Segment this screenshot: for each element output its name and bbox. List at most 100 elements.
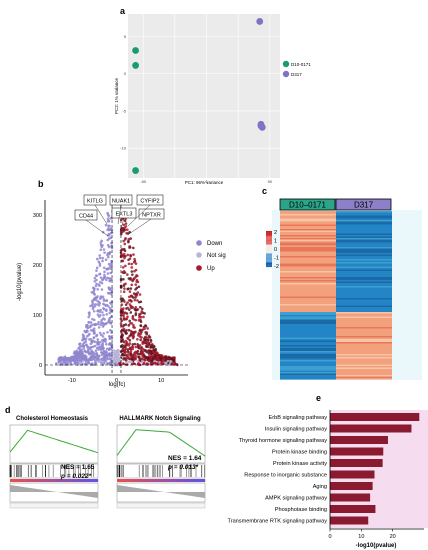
volcano-point (92, 345, 95, 348)
heatmap-cell-row (280, 357, 336, 359)
heatmap-cell-row (336, 254, 392, 257)
volcano-point (84, 363, 87, 366)
volcano-point (170, 357, 174, 361)
volcano-point (137, 362, 140, 365)
volcano-point (134, 313, 138, 317)
volcano-point (113, 353, 116, 356)
heatmap-cell-row (336, 292, 392, 294)
volcano-point (143, 354, 146, 357)
gsea-rank-color-bar (125, 479, 129, 482)
volcano-point (108, 291, 111, 295)
volcano-point (90, 363, 93, 366)
volcano-legend-swatch-down (196, 240, 202, 246)
volcano-point (141, 351, 145, 354)
pca-x-tick: 50 (268, 179, 273, 184)
volcano-point (124, 353, 127, 357)
volcano-y-tick: 0 (39, 363, 42, 369)
volcano-point (137, 319, 141, 322)
volcano-point (138, 314, 141, 317)
gsea-rank-color-bar (166, 479, 171, 482)
volcano-point (138, 305, 142, 309)
volcano-point (172, 363, 176, 366)
volcano-point (103, 251, 106, 254)
volcano-point (99, 308, 102, 312)
gsea-rank-color-bar (169, 479, 173, 482)
heatmap-cell-row (280, 257, 336, 260)
heatmap-cell-row (280, 241, 336, 243)
volcano-point (128, 319, 132, 323)
heatmap-scale-step (266, 248, 272, 250)
volcano-point (97, 326, 101, 329)
volcano-point (149, 354, 153, 358)
heatmap-cell-row (336, 357, 392, 359)
heatmap-cell-row (336, 331, 392, 334)
volcano-point (108, 251, 112, 254)
heatmap-cell-row (280, 346, 336, 349)
heatmap-cell-row (336, 215, 392, 218)
volcano-point (75, 357, 78, 361)
volcano-point (110, 241, 113, 245)
volcano-point (143, 359, 147, 362)
enrichment-category-label: Thyroid hormone signaling pathway (239, 438, 328, 444)
volcano-point (102, 248, 106, 251)
heatmap-cell-row (280, 290, 336, 293)
volcano-point (133, 257, 136, 261)
heatmap-cell-row (336, 280, 392, 282)
volcano-point (110, 302, 113, 306)
gsea-rank-color-bar (155, 479, 159, 482)
gene-label-cd44: CD44 (79, 214, 93, 220)
volcano-point (140, 328, 144, 332)
panel-label-e: e (316, 393, 321, 403)
gsea-running-score (116, 429, 206, 457)
volcano-point (119, 317, 123, 321)
heatmap-cell-row (336, 212, 392, 215)
heatmap-scale-step (266, 258, 272, 259)
enrichment-bar (330, 436, 388, 444)
volcano-point (89, 321, 93, 324)
heatmap-cell-row (280, 313, 336, 316)
volcano-point (108, 311, 112, 315)
volcano-point (125, 328, 128, 332)
heatmap-cell-row (280, 238, 336, 240)
volcano-point (149, 352, 153, 356)
heatmap-cell-row (280, 215, 336, 218)
volcano-point (74, 352, 78, 356)
volcano-legend-label-up: Up (207, 266, 215, 272)
heatmap-cell-row (336, 214, 392, 216)
heatmap-cell-row (336, 274, 392, 276)
volcano-point (96, 287, 99, 291)
volcano-point (105, 313, 109, 316)
heatmap-scale-step (266, 241, 272, 243)
heatmap-cell-row (280, 364, 336, 367)
heatmap-group-label-d10: D10–0171 (289, 201, 326, 210)
heatmap-cell-row (280, 278, 336, 281)
heatmap-cell-row (336, 327, 392, 329)
heatmap-cell-row (336, 346, 392, 349)
gsea-rank-color-bar (199, 479, 203, 482)
heatmap-cell-row (280, 284, 336, 287)
heatmap-cell-row (280, 268, 336, 270)
volcano-point (124, 303, 128, 306)
pca-y-tick: 5 (124, 34, 127, 39)
volcano-point (103, 357, 107, 360)
gsea-nes-notch: NES = 1.64 (168, 455, 202, 462)
heatmap-cell-row (336, 265, 392, 267)
gsea-plot-cholesterol (9, 424, 99, 509)
volcano-point (123, 238, 127, 241)
volcano-y-tick: 300 (33, 213, 42, 219)
volcano-point (110, 228, 114, 232)
volcano-point (100, 239, 104, 243)
volcano-point (109, 322, 113, 325)
heatmap-cell-row (336, 316, 392, 319)
heatmap-cell-row (280, 345, 336, 347)
volcano-point (140, 336, 143, 339)
heatmap-cell-row (336, 251, 392, 254)
volcano-point (143, 327, 146, 331)
volcano-point (131, 296, 135, 299)
volcano-point (79, 359, 82, 362)
enrichment-category-label: Aging (313, 484, 327, 490)
heatmap-scale-step (266, 244, 272, 246)
volcano-point (92, 332, 96, 335)
volcano-point (81, 360, 85, 363)
